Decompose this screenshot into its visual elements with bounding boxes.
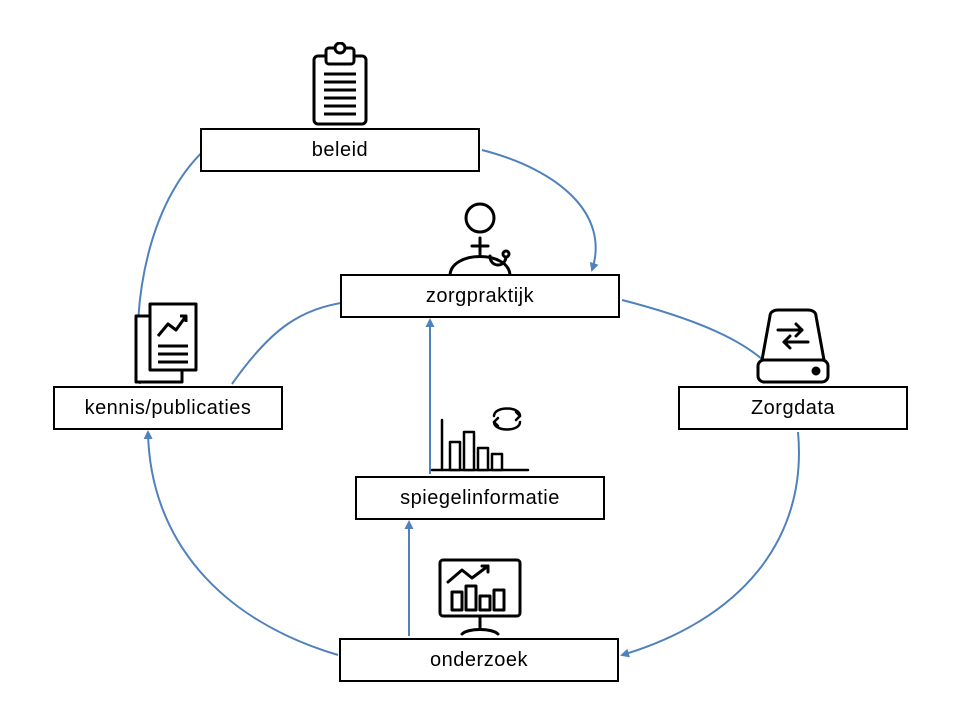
diagram-canvas: beleid zorgpraktijk kennis/publicaties Z…	[0, 0, 960, 720]
node-label: Zorgdata	[751, 397, 835, 420]
node-beleid: beleid	[200, 128, 480, 172]
monitor-icon	[432, 552, 528, 638]
report-icon	[126, 300, 210, 386]
edge-kennis-to-zorgpraktijk	[232, 302, 348, 384]
node-label: beleid	[312, 139, 368, 162]
node-zorgpraktijk: zorgpraktijk	[340, 274, 620, 318]
clipboard-icon	[300, 42, 380, 126]
node-label: onderzoek	[430, 649, 528, 672]
node-kennis: kennis/publicaties	[53, 386, 283, 430]
node-label: kennis/publicaties	[85, 397, 252, 420]
node-spiegel: spiegelinformatie	[355, 476, 605, 520]
bars-icon	[424, 398, 536, 476]
node-label: zorgpraktijk	[426, 285, 534, 308]
harddrive-icon	[750, 302, 836, 386]
node-label: spiegelinformatie	[400, 487, 560, 510]
edge-onderzoek-to-kennis	[148, 432, 338, 655]
doctor-icon	[438, 198, 522, 278]
edge-zorgdata-to-onderzoek	[622, 432, 799, 655]
node-onderzoek: onderzoek	[339, 638, 619, 682]
node-zorgdata: Zorgdata	[678, 386, 908, 430]
